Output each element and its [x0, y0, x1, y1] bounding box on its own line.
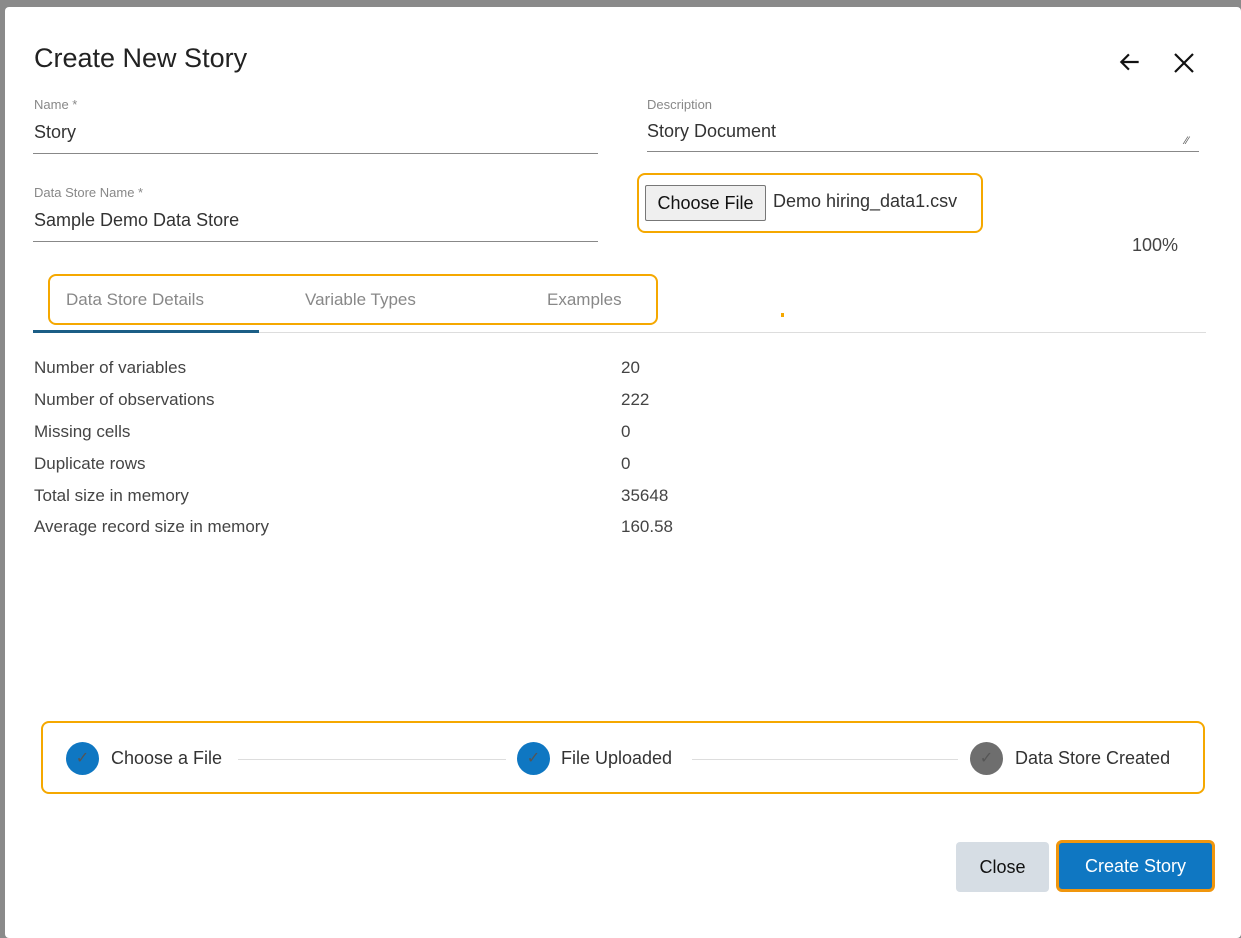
marker-dot — [781, 313, 784, 317]
description-textarea[interactable]: Story Document — [647, 121, 777, 141]
file-input-highlight — [637, 173, 983, 233]
tab-variable-types[interactable]: Variable Types — [305, 290, 416, 309]
check-icon: ✓ — [66, 742, 99, 775]
create-story-dialog: Create New Story Name * Story Descriptio… — [5, 7, 1241, 938]
tabs-highlight — [48, 274, 658, 325]
back-arrow-icon[interactable] — [1117, 49, 1143, 80]
step-choose-file: Choose a File — [111, 748, 223, 768]
detail-value: 20 — [621, 358, 640, 377]
create-story-button[interactable]: Create Story — [1056, 840, 1215, 892]
data-store-name-label: Data Store Name * — [34, 185, 144, 200]
resize-handle-icon[interactable]: ⁄⁄ — [1185, 135, 1189, 147]
detail-value: 0 — [621, 454, 631, 473]
file-name: Demo hiring_data1.csv — [773, 191, 958, 211]
detail-value: 0 — [621, 422, 631, 441]
data-store-name-underline — [33, 241, 598, 242]
dialog-title: Create New Story — [34, 43, 248, 73]
detail-label: Number of observations — [34, 390, 215, 409]
detail-label: Total size in memory — [34, 486, 189, 505]
detail-label: Average record size in memory — [34, 517, 269, 536]
detail-label: Number of variables — [34, 358, 187, 377]
check-icon: ✓ — [517, 742, 550, 775]
data-store-name-input[interactable]: Sample Demo Data Store — [34, 210, 240, 230]
detail-label: Duplicate rows — [34, 454, 146, 473]
step-file-uploaded: File Uploaded — [561, 748, 673, 768]
description-label: Description — [647, 97, 713, 112]
stepper — [41, 721, 1205, 794]
detail-value: 222 — [621, 390, 650, 409]
tab-examples[interactable]: Examples — [547, 290, 622, 309]
detail-value: 160.58 — [621, 517, 673, 536]
step-connector — [238, 759, 506, 760]
name-underline — [33, 153, 598, 154]
detail-label: Missing cells — [34, 422, 131, 441]
step-data-store-created: Data Store Created — [1015, 748, 1171, 768]
close-icon[interactable] — [1173, 52, 1195, 79]
details-table: Number of variables 20 Number of observat… — [34, 358, 834, 549]
step-connector — [692, 759, 958, 760]
description-underline — [647, 151, 1199, 152]
choose-file-button[interactable]: Choose File — [645, 185, 766, 221]
tabs-divider — [33, 332, 1206, 333]
tab-data-store-details[interactable]: Data Store Details — [66, 290, 204, 309]
check-icon: ✓ — [970, 742, 1003, 775]
close-button[interactable]: Close — [956, 842, 1049, 892]
upload-progress: 100% — [1132, 235, 1179, 255]
name-label: Name * — [34, 97, 78, 112]
detail-value: 35648 — [621, 486, 669, 505]
active-tab-indicator — [33, 330, 259, 333]
name-input[interactable]: Story — [34, 122, 77, 142]
